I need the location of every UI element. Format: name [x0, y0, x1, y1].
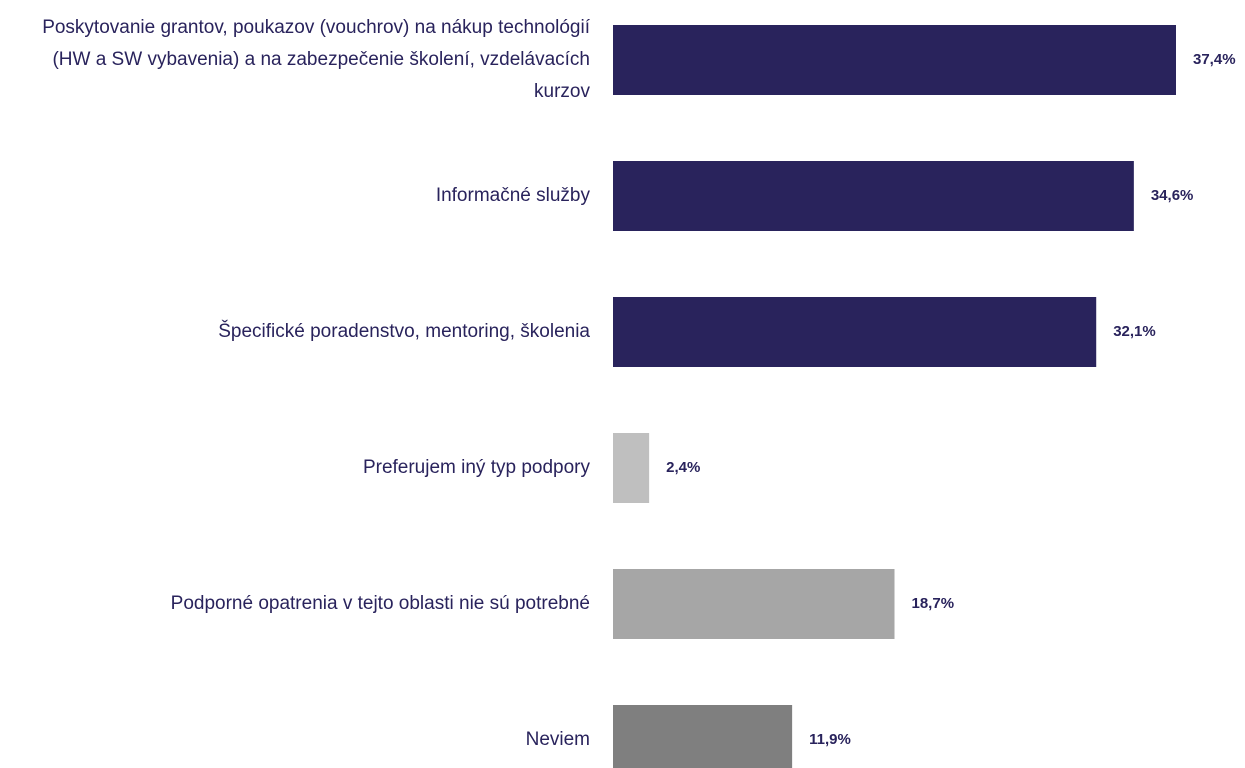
bar — [613, 705, 793, 768]
value-label: 18,7% — [912, 595, 955, 612]
bar — [613, 297, 1097, 367]
bar — [613, 433, 650, 503]
value-label: 2,4% — [666, 459, 700, 476]
category-label: Informačné služby — [436, 185, 591, 206]
bar — [613, 569, 895, 639]
category-label: Podporné opatrenia v tejto oblasti nie s… — [171, 593, 590, 614]
bar — [613, 25, 1176, 95]
category-label: Preferujem iný typ podpory — [363, 457, 591, 478]
value-label: 34,6% — [1151, 187, 1194, 204]
value-label: 11,9% — [809, 731, 851, 748]
value-label: 37,4% — [1193, 51, 1236, 68]
value-label: 32,1% — [1113, 323, 1156, 340]
category-label: Neviem — [526, 729, 590, 750]
category-label: Poskytovanie grantov, poukazov (vouchrov… — [42, 17, 591, 102]
bar — [613, 161, 1134, 231]
category-label: Špecifické poradenstvo, mentoring, škole… — [218, 320, 590, 342]
